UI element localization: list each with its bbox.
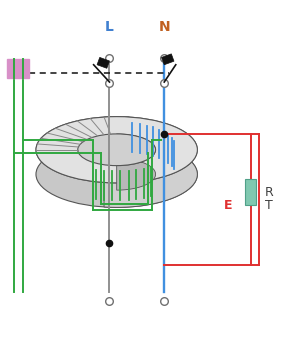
Polygon shape	[36, 117, 129, 183]
Polygon shape	[117, 134, 156, 190]
FancyBboxPatch shape	[245, 179, 256, 205]
FancyBboxPatch shape	[7, 59, 29, 78]
Text: T: T	[265, 200, 273, 212]
Ellipse shape	[78, 134, 156, 165]
Text: E: E	[223, 200, 232, 212]
Ellipse shape	[36, 117, 197, 183]
Text: L: L	[105, 21, 114, 34]
Bar	[97, 57, 109, 68]
Text: N: N	[158, 21, 170, 34]
Polygon shape	[104, 117, 197, 207]
Text: R: R	[265, 186, 274, 200]
Ellipse shape	[36, 141, 197, 207]
Bar	[162, 54, 174, 65]
